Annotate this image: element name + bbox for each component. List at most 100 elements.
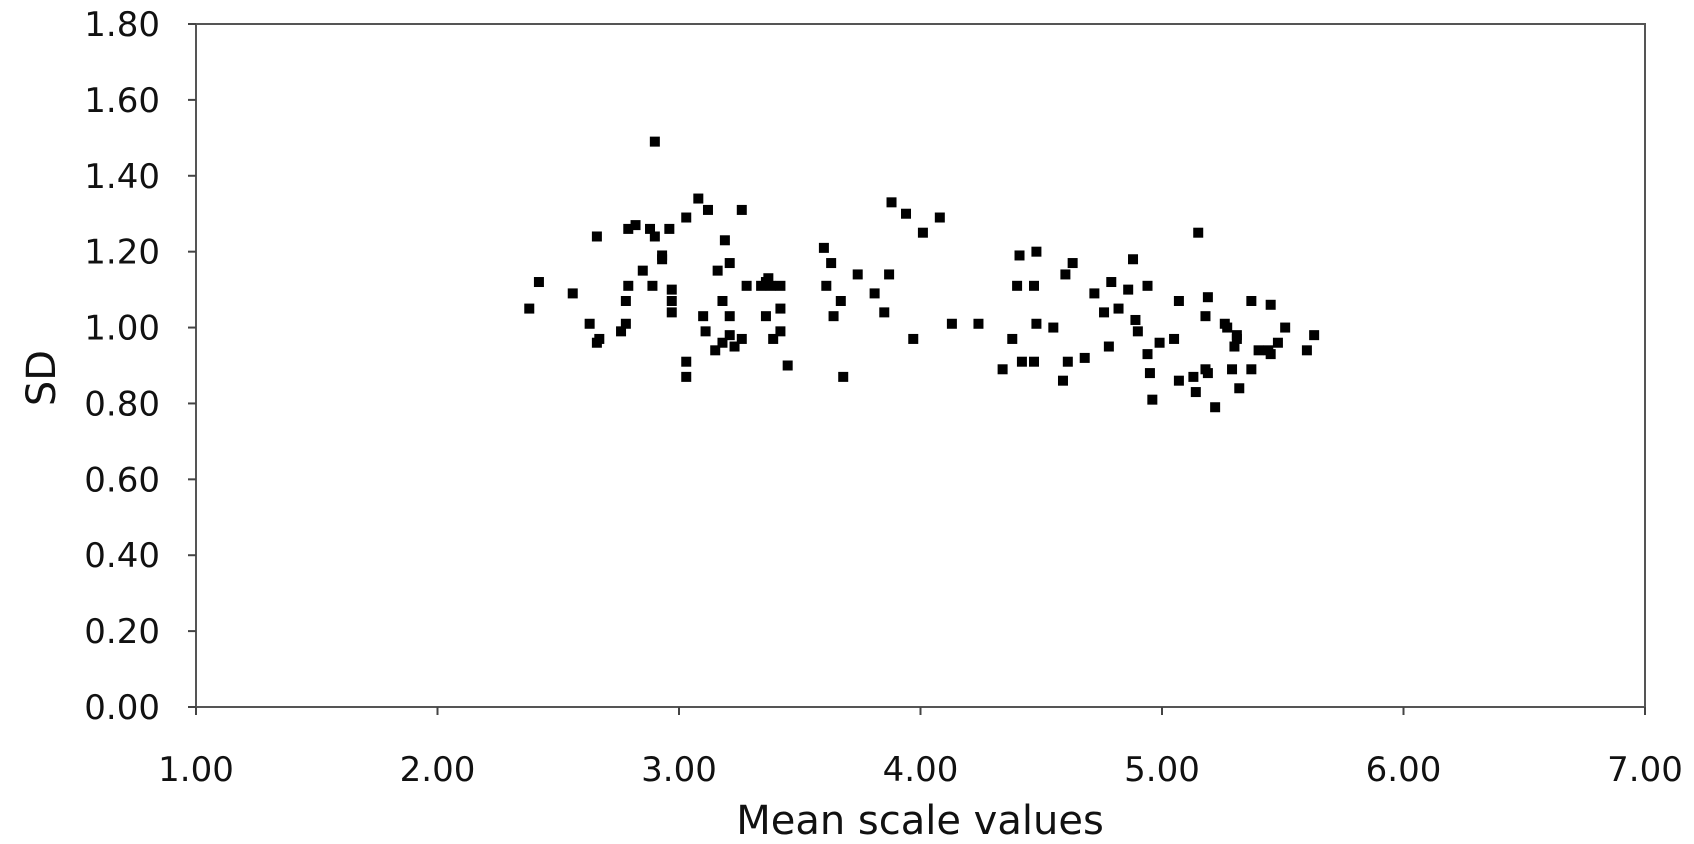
- data-point: [1173, 295, 1184, 306]
- data-point: [524, 303, 535, 314]
- data-point: [1234, 383, 1245, 394]
- plot-frame: [195, 23, 1646, 708]
- data-point: [901, 208, 912, 219]
- data-point: [1188, 371, 1199, 382]
- x-tick-label: 2.00: [400, 750, 476, 790]
- data-point: [724, 330, 735, 341]
- x-tick-label: 5.00: [1124, 750, 1200, 790]
- data-point: [649, 136, 660, 147]
- data-point: [775, 303, 786, 314]
- data-point: [1229, 341, 1240, 352]
- data-point: [879, 307, 890, 318]
- y-tick-label: 0.00: [84, 688, 160, 728]
- data-point: [821, 280, 832, 291]
- data-point: [1253, 345, 1264, 356]
- data-point: [623, 280, 634, 291]
- data-point: [1227, 364, 1238, 375]
- data-point: [1016, 356, 1027, 367]
- data-point: [591, 231, 602, 242]
- data-point: [1113, 303, 1124, 314]
- data-point: [717, 295, 728, 306]
- data-point: [973, 318, 984, 329]
- y-tick-label: 1.40: [84, 157, 160, 197]
- data-point: [908, 333, 919, 344]
- data-point: [1147, 394, 1158, 405]
- data-point: [584, 318, 595, 329]
- data-point: [1031, 318, 1042, 329]
- data-point: [997, 364, 1008, 375]
- data-point: [1132, 326, 1143, 337]
- data-point: [702, 204, 713, 215]
- data-point: [1309, 330, 1320, 341]
- data-point: [729, 341, 740, 352]
- y-axis: 0.00 0.20 0.40 0.60 0.80 1.00 1.20 1.40 1.60 1.80: [84, 5, 196, 728]
- data-point: [1103, 341, 1114, 352]
- data-point: [693, 193, 704, 204]
- data-point: [647, 280, 658, 291]
- data-point: [620, 318, 631, 329]
- data-point: [1029, 356, 1040, 367]
- data-point: [1142, 280, 1153, 291]
- data-point: [736, 204, 747, 215]
- data-point: [775, 280, 786, 291]
- data-point: [681, 371, 692, 382]
- data-point: [1246, 295, 1257, 306]
- data-point: [649, 231, 660, 242]
- data-point: [664, 223, 675, 234]
- data-point: [1014, 250, 1025, 261]
- data-point: [1089, 288, 1100, 299]
- data-point: [1060, 269, 1071, 280]
- data-point: [1144, 368, 1155, 379]
- data-point: [852, 269, 863, 280]
- data-point: [681, 356, 692, 367]
- data-point: [1301, 345, 1312, 356]
- data-point: [884, 269, 895, 280]
- data-point: [1123, 284, 1134, 295]
- data-point: [630, 220, 641, 231]
- y-tick-label: 0.40: [84, 536, 160, 576]
- x-tick-label: 1.00: [158, 750, 234, 790]
- x-axis: 1.00 2.00 3.00 4.00 5.00 6.00 7.00: [158, 707, 1683, 790]
- data-point: [760, 311, 771, 322]
- x-axis-title: Mean scale values: [736, 798, 1104, 844]
- data-point: [775, 326, 786, 337]
- data-point: [616, 326, 627, 337]
- data-point: [768, 333, 779, 344]
- data-point: [1265, 349, 1276, 360]
- data-point: [620, 295, 631, 306]
- data-point: [1265, 299, 1276, 310]
- data-point: [741, 280, 752, 291]
- data-point: [645, 223, 656, 234]
- y-tick-label: 0.80: [84, 384, 160, 424]
- data-point: [869, 288, 880, 299]
- x-tick-label: 4.00: [883, 750, 959, 790]
- data-point: [666, 295, 677, 306]
- data-point: [623, 223, 634, 234]
- data-point: [1231, 330, 1242, 341]
- data-point: [886, 197, 897, 208]
- y-tick-label: 1.20: [84, 233, 160, 273]
- x-tick-label: 6.00: [1366, 750, 1442, 790]
- data-point: [594, 333, 605, 344]
- data-point: [1062, 356, 1073, 367]
- data-point: [1200, 311, 1211, 322]
- data-point: [717, 337, 728, 348]
- data-point: [1272, 337, 1283, 348]
- data-point: [698, 311, 709, 322]
- data-point: [1007, 333, 1018, 344]
- data-point: [1190, 387, 1201, 398]
- x-tick-label: 3.00: [641, 750, 717, 790]
- data-point: [1210, 402, 1221, 413]
- data-point: [1106, 277, 1117, 288]
- data-point: [1202, 292, 1213, 303]
- data-point: [700, 326, 711, 337]
- y-tick-label: 0.20: [84, 612, 160, 652]
- data-point: [1048, 322, 1059, 333]
- data-point: [666, 284, 677, 295]
- data-point: [835, 295, 846, 306]
- data-point: [724, 311, 735, 322]
- data-point: [1012, 280, 1023, 291]
- data-point: [1193, 227, 1204, 238]
- data-point: [1169, 333, 1180, 344]
